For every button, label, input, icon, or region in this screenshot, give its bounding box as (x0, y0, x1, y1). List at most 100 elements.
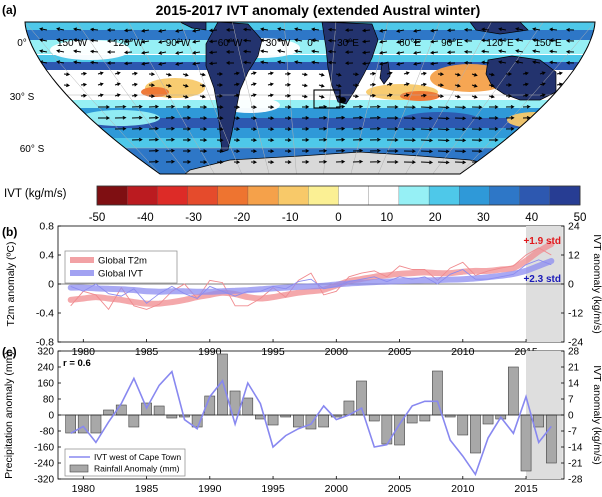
y-right-tick-label: 7 (568, 395, 574, 406)
map-wind-arrow (148, 72, 156, 77)
map-wind-arrow (175, 51, 184, 55)
map-wind-arrow (369, 93, 377, 98)
map-wind-arrow (454, 138, 467, 143)
y-right-axis-label: IVT anomaly (kg/m/s) (591, 365, 602, 465)
map-wind-arrow (267, 82, 274, 87)
colorbar-cell (96, 185, 128, 206)
map-wind-arrow (233, 93, 240, 98)
map-wind-arrow (277, 49, 286, 53)
map-graticule (25, 22, 595, 174)
map-wind-arrow (311, 27, 320, 32)
map-lon-label: 120°W (113, 38, 144, 49)
map-wind-arrow (403, 160, 416, 165)
map-wind-arrow (352, 159, 364, 164)
map-wind-arrow (199, 138, 208, 142)
map-wind-arrow (327, 38, 337, 43)
map-wind-arrow (98, 105, 110, 109)
map-wind-arrow (73, 27, 82, 32)
panel-b-chart: 19801985199019952000200520102015-0.8-0.4… (5, 221, 602, 359)
rainfall-bar (65, 414, 76, 434)
annotation-ivt-std: +2.3 std (523, 274, 561, 285)
correlation-annotation: r = 0.6 (63, 358, 91, 369)
colorbar-tick-label: 20 (429, 212, 442, 224)
map-wind-arrow (267, 71, 274, 76)
map-ivt-band (25, 55, 595, 63)
x-tick-label: 1985 (135, 346, 159, 358)
map-wind-arrow (437, 127, 450, 132)
map-wind-arrow (515, 27, 524, 31)
map-wind-arrow (488, 94, 495, 99)
map-wind-arrow (267, 149, 275, 153)
map-ivt-anomaly-patch (141, 87, 169, 97)
map-wind-arrow (284, 105, 292, 109)
colorbar-tick-label: 0 (335, 212, 341, 224)
map-wind-arrow (148, 159, 160, 164)
map-wind-arrow (165, 115, 176, 120)
map-wind-arrow (250, 82, 257, 87)
map-wind-arrow (311, 38, 320, 43)
map-wind-arrow (56, 49, 65, 53)
map-wind-arrow (39, 49, 48, 53)
x-tick-label: 2000 (325, 483, 349, 495)
x-tick-label: 1990 (198, 483, 222, 495)
map-wind-arrow (114, 126, 127, 131)
map-wind-arrow (387, 127, 399, 131)
map-wind-arrow (250, 149, 258, 154)
map-wind-arrow (549, 27, 558, 32)
map-wind-arrow (175, 40, 184, 44)
y-left-axis-label: Precipitation anomaly (mm) (3, 351, 15, 479)
y-left-tick-label: -160 (34, 443, 54, 454)
map-wind-arrow (216, 127, 224, 131)
y-left-axis-label: T2m anomaly (ºC) (5, 242, 17, 327)
map-wind-arrow (284, 127, 292, 131)
map-wind-arrow (192, 39, 201, 44)
y-right-tick-label: 21 (568, 363, 580, 374)
map-meridian (350, 22, 388, 174)
map-latitude-labels: 0° 30° S 60° S (10, 38, 45, 155)
map-wind-arrow (141, 50, 150, 55)
y-left-tick-label: 0.8 (39, 221, 54, 233)
y-left-tick-label: 160 (37, 379, 54, 390)
map-wind-arrow (233, 82, 240, 87)
map-wind-arrow (165, 148, 176, 153)
map-wind-arrow (463, 27, 473, 32)
colorbar-cell (398, 185, 430, 206)
map-wind-arrow (420, 105, 434, 110)
legend-box (64, 250, 178, 284)
map-ivt-anomaly-patch (507, 112, 563, 128)
map-wind-arrow (311, 49, 320, 54)
colorbar: IVT (kg/m/s) -50 -40 -30 -20 -10 0 10 20 30 40 50 (4, 185, 586, 224)
colorbar-tick-label: 10 (380, 212, 393, 224)
map-wind-arrow (123, 50, 133, 55)
map-wind-arrow (379, 28, 388, 33)
map-wind-arrow (182, 94, 189, 99)
map-wind-arrow (361, 39, 371, 44)
panel-c-label: (c) (2, 345, 17, 359)
map-wind-arrow (352, 83, 360, 88)
map-wind-arrow (454, 105, 467, 110)
x-tick-label: 2005 (388, 483, 412, 495)
legend-entry: Global IVT (98, 269, 143, 280)
map-wind-arrow (199, 160, 208, 164)
map-wind-arrow (446, 61, 456, 66)
y-right-tick-label: -14 (568, 443, 583, 454)
map-wind-arrow (123, 61, 133, 66)
series-ivt-cape-town (70, 369, 552, 477)
x-tick-label: 2000 (325, 346, 349, 358)
map-wind-arrow (369, 159, 381, 164)
map-wind-arrow (420, 160, 434, 165)
annotation-t2m-std: +1.9 std (523, 236, 561, 247)
map-wind-arrow (481, 38, 490, 43)
map-lat-label: 0° (17, 38, 27, 49)
map-wind-arrow (199, 72, 206, 77)
map-wind-arrow (131, 104, 143, 109)
map-wind-arrow (131, 126, 143, 131)
map-wind-arrow (403, 138, 416, 143)
colorbar-tick-label: 30 (477, 212, 490, 224)
y-left-tick-label: -0.4 (36, 308, 54, 320)
map-wind-arrow (267, 127, 275, 131)
map-wind-arrow (420, 93, 427, 98)
legend-entry: IVT west of Cape Town (94, 452, 181, 462)
map-wind-arrow (39, 38, 48, 42)
map-wind-arrow (335, 159, 346, 164)
